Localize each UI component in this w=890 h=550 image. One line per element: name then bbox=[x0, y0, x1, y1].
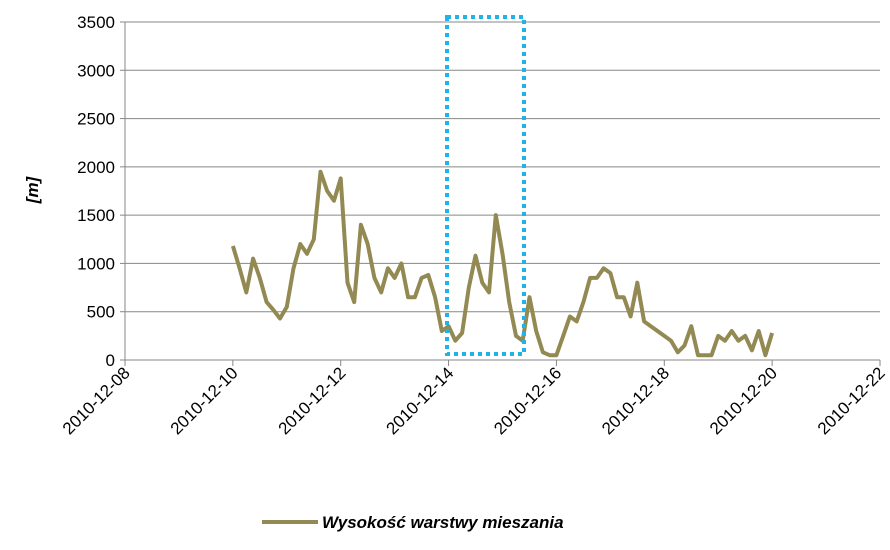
y-axis-label: [m] bbox=[23, 175, 42, 204]
y-tick-label: 2000 bbox=[77, 158, 115, 177]
x-tick-label: 2010-12-20 bbox=[706, 363, 781, 438]
x-tick-label: 2010-12-18 bbox=[598, 363, 673, 438]
x-tick-label: 2010-12-22 bbox=[814, 363, 889, 438]
x-tick-label: 2010-12-08 bbox=[59, 363, 134, 438]
highlight-box bbox=[445, 15, 526, 356]
x-tick-label: 2010-12-10 bbox=[167, 363, 242, 438]
x-tick-label: 2010-12-12 bbox=[275, 363, 350, 438]
y-tick-label: 3000 bbox=[77, 61, 115, 80]
y-tick-label: 500 bbox=[87, 303, 115, 322]
y-tick-label: 3500 bbox=[77, 13, 115, 32]
y-tick-label: 1500 bbox=[77, 206, 115, 225]
legend-label: Wysokość warstwy mieszania bbox=[322, 513, 564, 532]
x-tick-label: 2010-12-16 bbox=[490, 363, 565, 438]
data-line bbox=[230, 169, 775, 358]
x-tick-label: 2010-12-14 bbox=[382, 363, 457, 438]
y-tick-label: 0 bbox=[106, 351, 115, 370]
y-tick-label: 1000 bbox=[77, 254, 115, 273]
y-tick-label: 2500 bbox=[77, 110, 115, 129]
